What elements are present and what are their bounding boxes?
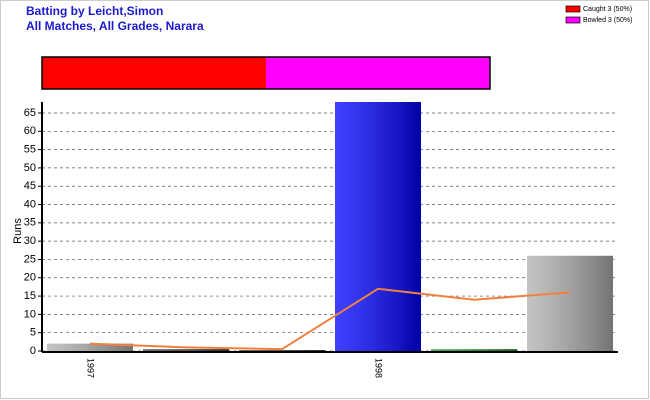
y-tick-label: 35 [24,217,36,229]
legend-label: Bowled 3 (50%) [583,17,632,24]
y-tick-label: 30 [24,235,36,247]
bar-shade [143,349,229,351]
y-tick-label: 55 [24,144,36,156]
y-tick-label: 5 [30,327,36,339]
y-tick-label: 65 [24,107,36,119]
legend-swatch [565,5,581,13]
y-tick-label: 0 [30,345,36,357]
bar-shade [431,349,517,351]
chart-title: Batting by Leicht,Simon [26,4,163,18]
y-tick-label: 50 [24,162,36,174]
y-tick-label: 10 [24,308,36,320]
bar-shade [335,102,421,351]
stacked-segment [42,57,266,89]
stacked-segment [266,57,490,89]
y-tick-label: 45 [24,180,36,192]
trend-line [89,287,571,351]
y-tick-label: 15 [24,290,36,302]
x-tick-label: 1998 [374,358,384,378]
bar-shade [239,350,325,351]
legend-label: Caught 3 (50%) [583,6,632,13]
stacked-frame [41,56,491,90]
y-tick-label: 20 [24,272,36,284]
x-tick-label: 1997 [86,358,96,378]
y-axis-label: Runs [12,218,24,244]
chart-subtitle: All Matches, All Grades, Narara [26,19,204,33]
y-tick-label: 40 [24,198,36,210]
bar-shade [527,255,613,351]
bar-shade [47,343,133,351]
legend-swatch [565,16,581,24]
y-tick-label: 25 [24,253,36,265]
y-tick-label: 60 [24,125,36,137]
